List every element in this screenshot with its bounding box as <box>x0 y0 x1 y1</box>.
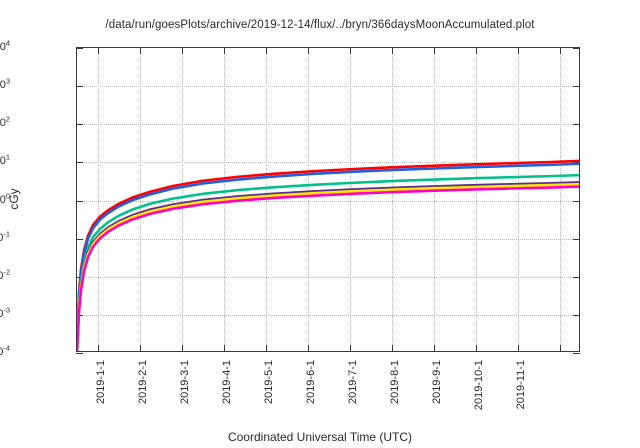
series-line <box>77 162 579 351</box>
x-axis-tick <box>476 345 477 352</box>
y-axis-tick <box>573 124 580 126</box>
x-axis-tick <box>182 345 183 352</box>
y-axis-tick-label: 10-4 <box>0 343 10 358</box>
x-axis-tick-label: 2019-10-1 <box>473 360 485 411</box>
gridline-horizontal <box>77 86 579 88</box>
gridline-vertical <box>518 48 519 351</box>
gridline-horizontal <box>77 124 579 126</box>
x-axis-tick <box>560 47 561 54</box>
y-axis-tick-label: 104 <box>0 38 10 53</box>
x-axis-tick-label: 2019-6-1 <box>305 360 317 405</box>
series-line <box>77 185 579 351</box>
x-axis-tick-label: 2019-9-1 <box>431 360 443 405</box>
y-axis-tick-label: 10-1 <box>0 228 10 244</box>
x-axis-tick <box>350 345 351 352</box>
y-axis-tick <box>76 48 83 49</box>
x-axis-tick <box>434 47 435 54</box>
x-axis-tick <box>266 47 267 54</box>
gridline-horizontal <box>77 200 579 202</box>
gridline-vertical <box>476 48 477 351</box>
x-axis-tick <box>140 47 141 54</box>
gridline-vertical <box>182 48 183 351</box>
x-axis-tick <box>98 345 99 352</box>
x-axis-tick <box>140 345 141 352</box>
x-axis-title: Coordinated Universal Time (UTC) <box>227 430 413 444</box>
x-axis-tick <box>182 47 183 54</box>
gridline-vertical <box>560 48 561 351</box>
y-axis-tick <box>573 48 580 49</box>
x-axis-tick <box>224 47 225 54</box>
x-axis-tick <box>266 345 267 352</box>
x-axis-tick <box>308 47 309 54</box>
series-line <box>77 173 579 351</box>
y-axis-tick <box>76 162 83 164</box>
plot-area <box>76 47 580 354</box>
series-container <box>77 48 579 351</box>
x-axis-tick <box>518 47 519 54</box>
x-axis-tick-label: 2019-7-1 <box>347 360 359 405</box>
y-axis-tick <box>76 86 83 88</box>
y-axis-tick <box>573 276 580 278</box>
x-axis-tick-label: 2019-8-1 <box>389 360 401 405</box>
y-axis-tick-label: 102 <box>0 114 10 130</box>
gridline-horizontal <box>77 162 579 164</box>
y-axis-tick <box>76 238 83 240</box>
x-axis-tick-label: 2019-4-1 <box>221 360 233 405</box>
gridline-vertical <box>98 48 99 351</box>
y-axis-tick <box>573 353 580 354</box>
gridline-vertical <box>392 48 393 351</box>
gridline-vertical <box>140 48 141 351</box>
gridline-horizontal <box>77 314 579 316</box>
x-axis-tick-label: 2019-5-1 <box>263 360 275 405</box>
x-axis-tick-label: 2019-2-1 <box>137 360 149 405</box>
y-axis-tick <box>76 200 83 202</box>
x-axis-tick <box>350 47 351 54</box>
x-axis-tick <box>308 345 309 352</box>
y-axis-tick <box>573 86 580 88</box>
y-axis-tick-labels: 104 103 102 101 100 10-1 10-2 10-3 10-4 <box>0 0 76 448</box>
y-axis-tick <box>76 124 83 126</box>
x-axis-tick <box>560 345 561 352</box>
x-axis-tick <box>392 345 393 352</box>
y-axis-tick <box>573 238 580 240</box>
y-axis-tick-label: 10-2 <box>0 267 10 282</box>
x-axis-tick-label: 2019-1-1 <box>95 360 107 405</box>
x-axis-tick <box>434 345 435 352</box>
y-axis-tick-label: 101 <box>0 152 10 168</box>
x-axis-tick-label: 2019-11-1 <box>515 360 527 410</box>
x-axis-tick <box>98 47 99 54</box>
y-axis-tick-label: 100 <box>0 190 10 206</box>
x-axis-tick <box>518 345 519 352</box>
y-axis-tick <box>573 314 580 316</box>
x-axis-tick <box>392 47 393 54</box>
y-axis-tick <box>573 200 580 202</box>
x-axis-tick <box>224 345 225 352</box>
y-axis-tick-label: 10-3 <box>0 305 10 320</box>
series-svg <box>77 159 579 351</box>
x-axis-tick-label: 2019-3-1 <box>179 360 191 405</box>
x-axis-tick <box>476 47 477 54</box>
chart-title: /data/run/goesPlots/archive/2019-12-14/f… <box>105 19 535 31</box>
gridline-vertical <box>434 48 435 351</box>
gridline-horizontal <box>77 276 579 278</box>
gridline-horizontal <box>77 238 579 240</box>
gridline-vertical <box>350 48 351 351</box>
y-axis-tick <box>76 353 83 354</box>
gridline-vertical <box>308 48 309 351</box>
y-axis-tick-label: 103 <box>0 76 10 92</box>
